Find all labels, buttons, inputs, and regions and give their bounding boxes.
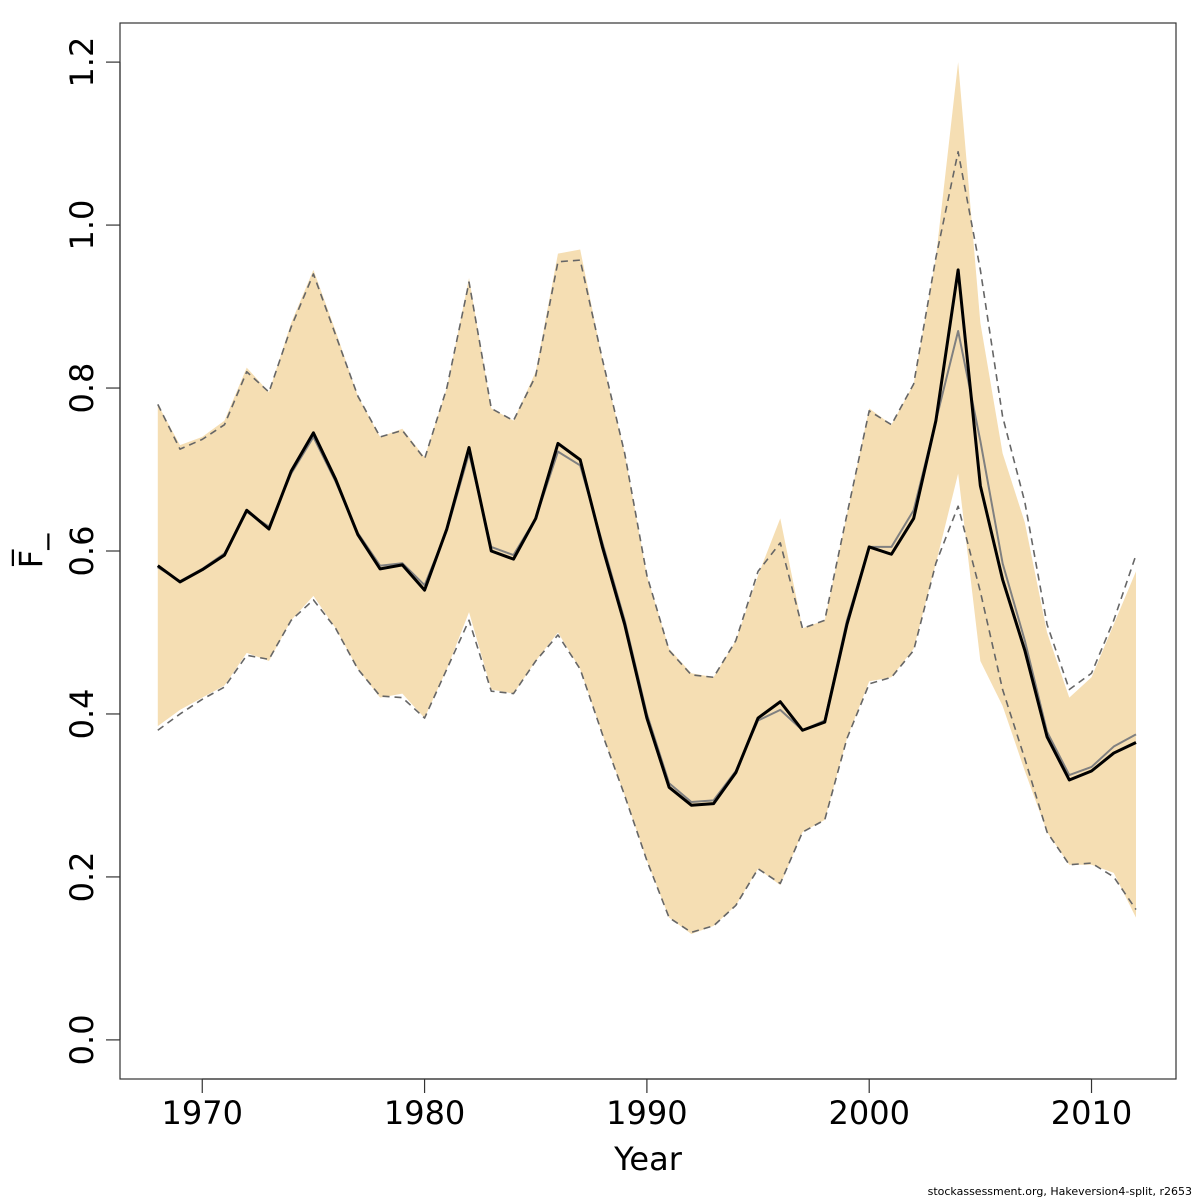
y-tick-label: 0.2 [63,851,101,902]
y-tick-label: 1.0 [63,200,101,251]
series-line-0 [156,268,1137,807]
x-tick-label: 1990 [606,1094,687,1132]
y-axis-title: F̅_ [11,533,50,568]
x-tick-label: 1970 [162,1094,243,1132]
series-line-3 [157,505,1137,934]
y-tick-label: 0.0 [63,1014,101,1065]
y-axis: 0.0 0.2 0.4 0.6 0.8 1.0 1.2 [63,37,121,1065]
x-tick-label: 2000 [828,1094,909,1132]
x-axis: 1970 1980 1990 2000 2010 [162,1078,1132,1132]
x-axis-title: Year [613,1140,683,1178]
y-tick-label: 0.6 [63,526,101,577]
confidence-band [157,62,1136,934]
x-tick-label: 2010 [1051,1094,1132,1132]
series-line-2 [157,150,1137,691]
footer-credit: stockassessment.org, Hakeversion4-split,… [927,1185,1192,1198]
y-tick-label: 0.8 [63,363,101,414]
y-tick-label: 0.4 [63,689,101,740]
y-tick-label: 1.2 [63,37,101,88]
plot-area [156,62,1137,934]
x-tick-label: 1980 [384,1094,465,1132]
